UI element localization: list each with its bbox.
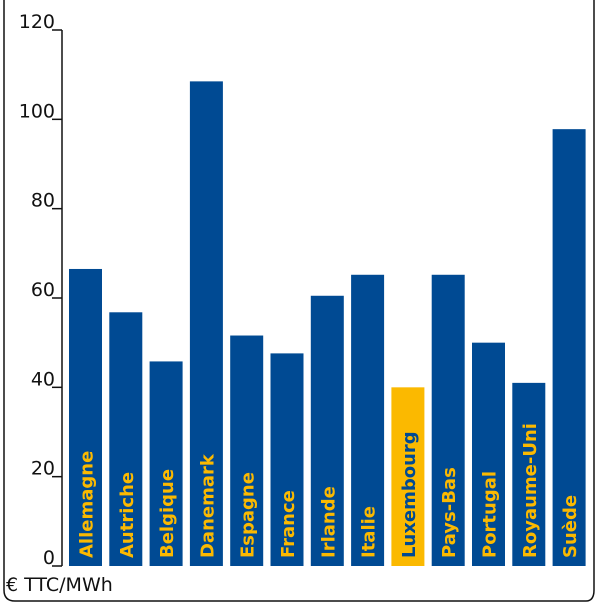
bar-label: Espagne — [238, 472, 259, 558]
bar-allemagne — [69, 268, 102, 566]
y-tick-label: 20 — [31, 458, 55, 480]
y-tick-label: 0 — [43, 547, 55, 569]
bar-label: Royaume-Uni — [520, 423, 541, 558]
bar-france — [270, 353, 304, 566]
y-axis: 0 20 40 60 80 100 120 — [19, 11, 63, 569]
bar-autriche — [109, 312, 143, 566]
bar-label: Autriche — [117, 472, 138, 558]
bar-label: Italie — [359, 506, 380, 558]
bar-pays-bas — [431, 274, 465, 566]
bar-label: Portugal — [480, 471, 501, 558]
bar-label: Allemagne — [77, 451, 98, 558]
chart-frame — [3, 0, 595, 602]
bar-label: Suède — [560, 495, 581, 558]
bars: Allemagne Autriche Belgique Danemark Espagne… — [69, 81, 586, 566]
bar-label: Irlande — [318, 486, 339, 558]
bar-label: Belgique — [157, 469, 178, 558]
bar-su-de — [552, 129, 586, 566]
bar-label: France — [278, 490, 299, 558]
y-tick-label: 100 — [19, 100, 55, 122]
unit-label: € TTC/MWh — [6, 574, 113, 596]
bar-danemark — [189, 81, 223, 566]
y-tick-label: 80 — [31, 190, 55, 212]
y-tick-label: 120 — [19, 11, 55, 33]
y-tick-label: 60 — [31, 279, 55, 301]
bar-irlande — [310, 295, 344, 566]
y-tick-label: 40 — [31, 368, 55, 390]
bar-luxembourg — [391, 387, 425, 566]
bar-belgique — [149, 361, 183, 566]
bar-royaume-uni — [512, 382, 546, 566]
bar-label: Luxembourg — [399, 431, 420, 558]
bar-italie — [351, 274, 385, 566]
bar-espagne — [230, 335, 264, 566]
bar-label: Danemark — [197, 453, 218, 558]
bar-label: Pays-Bas — [439, 467, 460, 558]
bar-portugal — [472, 342, 505, 566]
